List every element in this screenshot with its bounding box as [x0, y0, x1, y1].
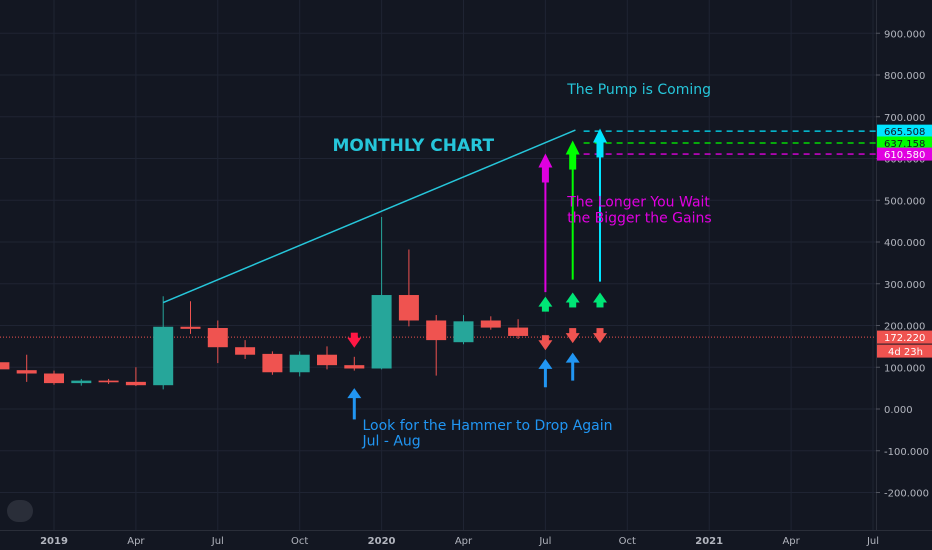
small-arrow-up-stem — [569, 301, 577, 308]
time-axis[interactable]: 2019 Apr Jul Oct 2020 Apr Jul Oct 2021 Apr Jul — [0, 530, 932, 550]
annotation-text: the Bigger the Gains — [567, 210, 711, 226]
small-arrow-up — [593, 292, 607, 303]
price-label-box — [877, 136, 932, 150]
annotation-text: Look for the Hammer to Drop Again — [362, 418, 612, 434]
candle-body — [98, 380, 119, 383]
long-arrow-stem — [596, 141, 604, 158]
candle-body — [71, 380, 92, 384]
price-label-box — [877, 124, 932, 138]
blue-arrow-head — [565, 352, 580, 363]
small-arrow-down — [347, 337, 362, 348]
x-tick-label: Apr — [455, 536, 473, 547]
y-tick-label: 0.000 — [884, 405, 913, 416]
y-tick-label: -100.000 — [884, 447, 929, 458]
small-arrow-down-stem — [596, 328, 604, 335]
x-tick-label: Oct — [619, 536, 636, 547]
price-label-text: 172.220 — [884, 333, 925, 344]
candle-body — [317, 354, 337, 366]
small-arrow-down — [593, 333, 607, 344]
annotation-text: MONTHLY CHART — [332, 136, 494, 156]
long-arrow-stem — [569, 153, 577, 170]
small-arrow-down-stem — [541, 335, 549, 342]
small-arrow-up-stem — [541, 305, 549, 312]
blue-arrow-head — [347, 388, 362, 399]
candle-body — [262, 353, 283, 373]
x-tick-label: 2020 — [368, 536, 396, 547]
y-tick-label: 700.000 — [884, 113, 925, 124]
trend-line-segment — [162, 129, 576, 304]
candle-body — [125, 381, 146, 386]
long-arrow-head — [538, 153, 553, 168]
candle-body — [207, 328, 228, 348]
candle-body — [44, 373, 64, 384]
price-label-text: 665.508 — [884, 127, 925, 138]
candle-body — [371, 295, 392, 369]
time-axis-bg — [0, 530, 932, 550]
candle-body — [180, 326, 201, 329]
candle-body — [426, 320, 447, 341]
candle-body — [0, 362, 10, 370]
small-arrow-up-stem — [596, 301, 604, 308]
price-label-box — [877, 147, 932, 161]
x-tick-label: Apr — [782, 536, 800, 547]
candle-body — [153, 326, 174, 386]
price-label-box — [877, 330, 932, 344]
candle-body — [453, 321, 474, 343]
small-arrow-down — [565, 333, 580, 344]
y-tick-label: 200.000 — [884, 322, 925, 333]
candle-body — [235, 347, 256, 355]
grid-lines — [0, 0, 876, 530]
candle-body — [289, 354, 310, 373]
price-label-text: 610.580 — [884, 150, 925, 161]
horizontal-levels — [583, 130, 876, 155]
annotation-text: The Longer You Wait — [566, 195, 710, 211]
candles — [0, 216, 529, 390]
y-tick-label: 500.000 — [884, 196, 925, 207]
countdown-box — [877, 344, 932, 358]
y-tick-label: -200.000 — [884, 489, 929, 500]
x-tick-label: Jul — [866, 536, 879, 547]
y-tick-label: 800.000 — [884, 71, 925, 82]
x-tick-label: Apr — [127, 536, 145, 547]
x-tick-label: Jul — [211, 536, 224, 547]
annotation-text: The Pump is Coming — [566, 82, 711, 98]
blue-arrow-head — [538, 358, 553, 369]
price-axis-bg — [876, 0, 932, 550]
trend-line — [162, 129, 576, 304]
text-annotations: MONTHLY CHART The Pump is Coming The Longe… — [332, 82, 711, 450]
price-axis[interactable]: 900.000800.000700.000600.000500.000400.0… — [876, 0, 932, 550]
y-tick-label: 400.000 — [884, 238, 925, 249]
x-tick-label: 2019 — [40, 536, 68, 547]
annotation-text: Jul - Aug — [361, 433, 420, 449]
tradingview-logo-icon[interactable] — [7, 500, 33, 522]
price-label-text: 637.158 — [884, 139, 925, 150]
x-tick-label: Jul — [538, 536, 551, 547]
candle-body — [344, 365, 365, 369]
candle-body — [16, 370, 37, 374]
y-tick-label: 300.000 — [884, 280, 925, 291]
candle-body — [398, 295, 419, 321]
small-arrow-down-stem — [350, 332, 358, 339]
arrow-annotations — [347, 128, 607, 420]
long-arrow-head — [565, 140, 580, 155]
small-arrow-down — [538, 340, 553, 351]
long-arrow-head — [593, 128, 607, 143]
candle-body — [508, 327, 529, 336]
countdown-text: 4d 23h — [888, 347, 923, 358]
x-tick-label: Oct — [291, 536, 308, 547]
y-tick-label: 900.000 — [884, 29, 925, 40]
long-arrow-stem — [541, 166, 549, 183]
x-tick-label: 2021 — [695, 536, 723, 547]
candle-body — [480, 320, 501, 328]
y-tick-label: 100.000 — [884, 363, 925, 374]
small-arrow-down-stem — [569, 328, 577, 335]
small-arrow-up — [565, 292, 580, 303]
small-arrow-up — [538, 296, 553, 307]
